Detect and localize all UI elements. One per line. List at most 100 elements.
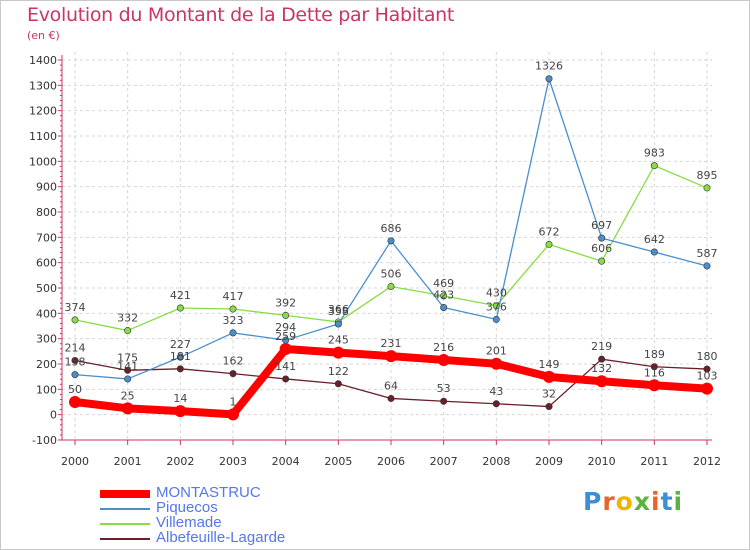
data-label-albefeuille-lagarde: 43: [489, 385, 503, 398]
data-label-piquecos: 686: [381, 222, 402, 235]
legend-label-albefeuille: Albefeuille-Lagarde: [156, 529, 286, 546]
data-label-albefeuille-lagarde: 32: [542, 388, 556, 401]
data-label-villemade: 506: [381, 267, 402, 280]
x-tick-label: 2001: [114, 455, 142, 468]
data-point-albefeuille-lagarde: [387, 394, 395, 402]
series-lines: [69, 75, 713, 421]
data-point-montastruc: [701, 382, 713, 395]
data-label-villemade: 366: [328, 303, 349, 316]
data-label-villemade: 895: [697, 169, 718, 182]
data-label-piquecos: 587: [697, 247, 718, 260]
data-point-montastruc: [121, 402, 134, 415]
data-label-piquecos: 1326: [535, 60, 563, 73]
data-label-albefeuille-lagarde: 180: [697, 350, 718, 363]
data-point-piquecos: [650, 248, 658, 256]
logo-letter: o: [615, 487, 634, 516]
data-label-albefeuille-lagarde: 181: [170, 350, 191, 363]
data-label-albefeuille-lagarde: 175: [117, 351, 138, 364]
data-point-piquecos: [124, 375, 132, 383]
data-label-piquecos: 227: [170, 338, 191, 351]
data-label-piquecos: 158: [65, 356, 86, 369]
data-label-montastruc: 149: [539, 358, 560, 371]
data-label-villemade: 417: [223, 290, 244, 303]
y-tick-label: 900: [36, 181, 57, 194]
legend-label-villemade: Villemade: [156, 514, 222, 531]
data-label-montastruc: 1: [230, 395, 237, 408]
data-label-piquecos: 294: [275, 321, 296, 334]
data-label-montastruc: 14: [173, 392, 187, 405]
data-label-montastruc: 132: [591, 362, 612, 375]
data-point-albefeuille-lagarde: [229, 370, 237, 378]
legend-swatch-piquecos: [100, 508, 150, 510]
y-tick-label: 600: [36, 257, 57, 270]
legend-label-piquecos: Piquecos: [156, 499, 218, 516]
x-tick-label: 2003: [219, 455, 247, 468]
data-label-albefeuille-lagarde: 214: [65, 341, 86, 354]
logo-letter: t: [660, 487, 674, 516]
y-tick-label: 400: [36, 307, 57, 320]
y-tick-label: 0: [50, 409, 57, 422]
data-point-albefeuille-lagarde: [650, 363, 658, 371]
data-label-montastruc: 245: [328, 334, 349, 347]
data-point-piquecos: [334, 320, 342, 328]
x-tick-label: 2009: [535, 455, 563, 468]
y-tick-label: 300: [36, 333, 57, 346]
data-point-albefeuille-lagarde: [598, 355, 606, 363]
logo-letter: P: [583, 487, 603, 516]
data-point-villemade: [229, 305, 237, 313]
legend-swatch-albefeuille: [100, 538, 150, 540]
data-label-villemade: 332: [117, 312, 138, 325]
data-point-montastruc: [332, 346, 345, 359]
data-point-villemade: [650, 162, 658, 170]
data-label-montastruc: 216: [433, 341, 454, 354]
y-tick-label: 800: [36, 206, 57, 219]
logo-letter: i: [651, 487, 661, 516]
data-point-piquecos: [492, 315, 500, 323]
data-point-montastruc: [490, 357, 503, 370]
data-point-albefeuille-lagarde: [176, 365, 184, 373]
data-label-piquecos: 358: [328, 305, 349, 318]
x-tick-label: 2002: [166, 455, 194, 468]
data-label-montastruc: 231: [381, 337, 402, 350]
y-tick-label: 1000: [29, 155, 57, 168]
unit-label: (en €): [27, 29, 60, 42]
data-label-albefeuille-lagarde: 189: [644, 348, 665, 361]
data-point-piquecos: [545, 75, 553, 83]
data-label-piquecos: 141: [117, 360, 138, 373]
legend-label-montastruc: MONTASTRUC: [156, 484, 261, 501]
logo-letter: r: [602, 487, 616, 516]
logo-letter: x: [633, 487, 651, 516]
legend-swatch-montastruc: [100, 490, 150, 498]
data-point-albefeuille-lagarde: [71, 356, 79, 364]
proxiti-logo: Proxiti: [583, 487, 683, 516]
data-label-montastruc: 116: [644, 366, 665, 379]
x-tick-label: 2000: [61, 455, 89, 468]
data-point-montastruc: [174, 405, 187, 418]
data-label-piquecos: 323: [223, 314, 244, 327]
x-tick-label: 2004: [272, 455, 300, 468]
data-point-montastruc: [437, 353, 450, 366]
x-tick-label: 2008: [482, 455, 510, 468]
data-point-villemade: [387, 282, 395, 290]
y-tick-label: -100: [32, 434, 57, 447]
axes: -100 0 100 200 300 400 500 600 700 800 900 1000 1100…: [29, 54, 721, 468]
logo-letter: i: [673, 487, 684, 516]
y-tick-label: 700: [36, 231, 57, 244]
y-tick-label: 1400: [29, 54, 57, 67]
data-label-montastruc: 259: [275, 330, 296, 343]
data-point-albefeuille-lagarde: [703, 365, 711, 373]
data-point-montastruc: [69, 396, 81, 408]
data-label-albefeuille-lagarde: 219: [591, 340, 612, 353]
data-point-albefeuille-lagarde: [282, 375, 290, 383]
x-tick-label: 2010: [588, 455, 616, 468]
data-point-piquecos: [176, 353, 184, 361]
data-point-villemade: [545, 240, 553, 248]
grid: [62, 52, 712, 441]
y-tick-label: 100: [36, 383, 57, 396]
data-point-piquecos: [387, 237, 395, 245]
data-label-villemade: 606: [591, 242, 612, 255]
data-point-montastruc: [279, 343, 292, 356]
